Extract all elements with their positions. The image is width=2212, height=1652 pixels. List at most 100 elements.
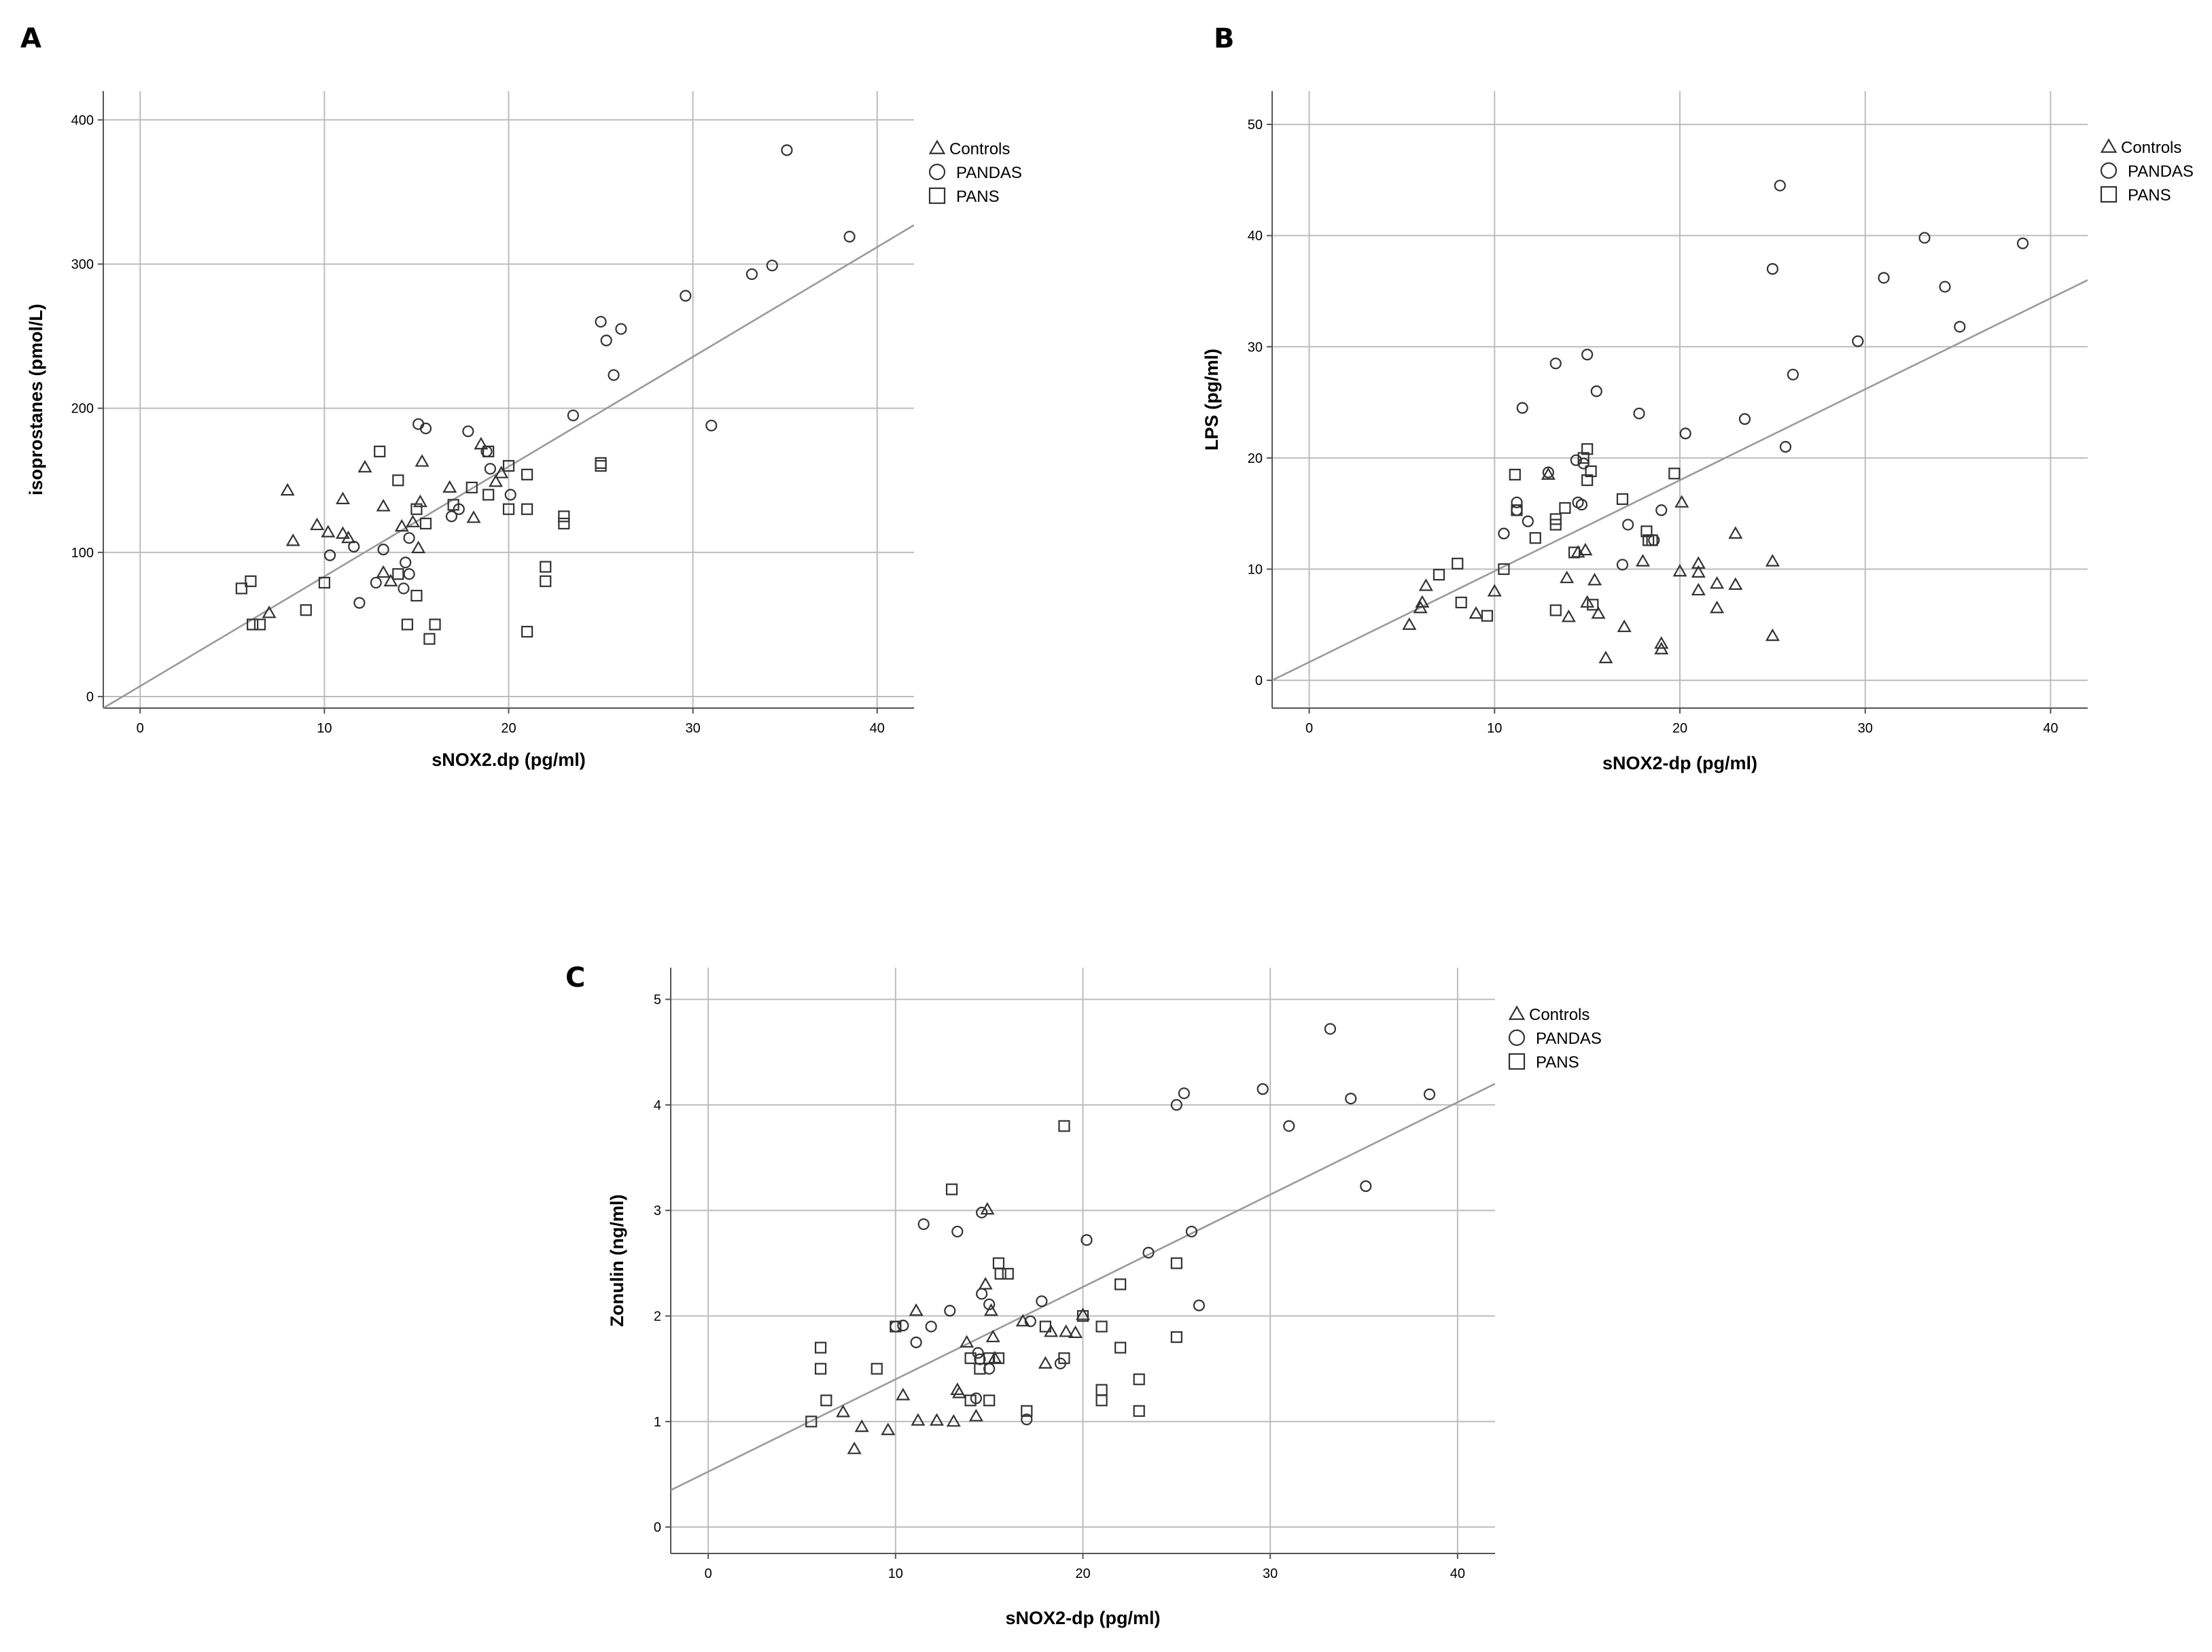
triangle-point: [309, 517, 325, 531]
circle-point: [1570, 454, 1582, 466]
square-point: [814, 1363, 827, 1375]
triangle-point: [1560, 570, 1575, 584]
x-tick-label: 40: [1450, 1566, 1465, 1581]
square-point: [1549, 604, 1562, 616]
triangle-point: [1765, 554, 1780, 567]
y-tick-label: 4: [654, 1098, 661, 1113]
square-point: [1039, 1320, 1051, 1333]
y-tick-label: 10: [1248, 562, 1263, 577]
square-point: [1668, 468, 1681, 480]
circle-point: [403, 532, 415, 544]
triangle-point: [1487, 584, 1502, 597]
triangle-point: [985, 1329, 1000, 1343]
panel-letter-c: C: [565, 962, 585, 994]
triangle-point: [1617, 619, 1632, 633]
triangle-point: [262, 605, 277, 618]
y-tick-label: 0: [1255, 673, 1263, 688]
circle-point: [1852, 335, 1864, 347]
square-point: [502, 459, 515, 472]
square-point: [983, 1394, 996, 1407]
circle-point: [1522, 515, 1534, 527]
legend-circle-icon: [1508, 1029, 1526, 1047]
circle-point: [377, 544, 389, 556]
y-axis-title: Zonulin (ng/ml): [607, 1195, 627, 1327]
triangle-point: [321, 525, 336, 538]
square-point: [300, 604, 312, 616]
circle-point: [1878, 272, 1890, 284]
circle-point: [1575, 499, 1588, 511]
triangle-point: [1674, 495, 1689, 508]
circle-point: [323, 549, 336, 561]
circle-point: [608, 369, 620, 381]
legend-triangle-icon: [928, 139, 946, 154]
square-point: [540, 575, 552, 587]
circle-point: [1918, 232, 1931, 244]
regression-line: [671, 1083, 1495, 1491]
circle-point: [567, 409, 579, 421]
series-pans: [1433, 443, 1681, 622]
square-point: [1058, 1120, 1070, 1132]
triangle-point: [335, 491, 350, 504]
circle-point: [1633, 407, 1645, 420]
square-point: [595, 457, 607, 469]
x-tick-label: 30: [686, 721, 701, 736]
legend: Controls PANDAS PANS: [928, 139, 1022, 206]
triangle-point: [847, 1441, 862, 1454]
circle-point: [1581, 349, 1594, 361]
gridlines: [103, 91, 914, 708]
x-tick-label: 10: [888, 1566, 903, 1581]
legend-label-controls: Controls: [2121, 139, 2181, 157]
square-point: [318, 576, 330, 589]
circle-point: [976, 1206, 988, 1218]
triangle-point: [1587, 573, 1602, 586]
series-pandas: [890, 1023, 1436, 1426]
series-pandas: [323, 144, 856, 609]
legend-square-icon: [1508, 1053, 1526, 1070]
triangle-point: [854, 1419, 869, 1433]
panel-letter-a: A: [20, 23, 41, 54]
circle-point: [925, 1320, 937, 1333]
x-tick-label: 10: [317, 721, 332, 736]
square-point: [964, 1394, 977, 1407]
triangle-point: [1068, 1325, 1083, 1338]
square-point: [1481, 610, 1493, 622]
circle-point: [910, 1336, 922, 1348]
triangle-point: [983, 1303, 998, 1316]
legend-square-icon: [2100, 186, 2118, 203]
square-point: [502, 503, 515, 515]
circle-point: [1036, 1295, 1048, 1307]
y-tick-label: 0: [654, 1520, 661, 1535]
y-axis-title: isoprostanes (pmol/L): [26, 304, 46, 495]
square-point: [1170, 1331, 1182, 1343]
square-point: [558, 510, 570, 523]
circle-point: [398, 582, 410, 595]
triangle-point: [1728, 577, 1743, 590]
square-point: [1133, 1405, 1145, 1417]
circle-point: [1142, 1246, 1155, 1259]
circle-point: [1498, 527, 1510, 540]
triangle-point: [474, 436, 489, 450]
square-point: [1095, 1394, 1108, 1407]
triangle-point: [1402, 617, 1417, 630]
square-point: [558, 517, 570, 530]
panel-b: B 0 10 20 30 40 0 10 20 30 40 50 sNOX2-dp (pg/ml) LPS…: [1201, 23, 2194, 773]
triangle-point: [357, 459, 372, 473]
triangle-point: [968, 1409, 983, 1422]
circle-point: [1590, 385, 1602, 398]
circle-point: [1622, 519, 1634, 531]
circle-point: [1954, 321, 1966, 333]
circle-point: [348, 540, 360, 552]
circle-point: [781, 144, 793, 156]
circle-point: [983, 1298, 996, 1311]
circle-point: [1511, 496, 1523, 508]
square-point: [482, 489, 495, 501]
square-point: [1455, 596, 1467, 609]
square-point: [1511, 504, 1523, 516]
circle-point: [1516, 402, 1528, 414]
triangle-point: [383, 574, 398, 586]
x-tick-label: 0: [1305, 721, 1313, 736]
circle-point: [1324, 1023, 1337, 1035]
square-point: [983, 1352, 996, 1365]
circle-point: [1193, 1299, 1206, 1312]
gridlines: [671, 968, 1495, 1553]
